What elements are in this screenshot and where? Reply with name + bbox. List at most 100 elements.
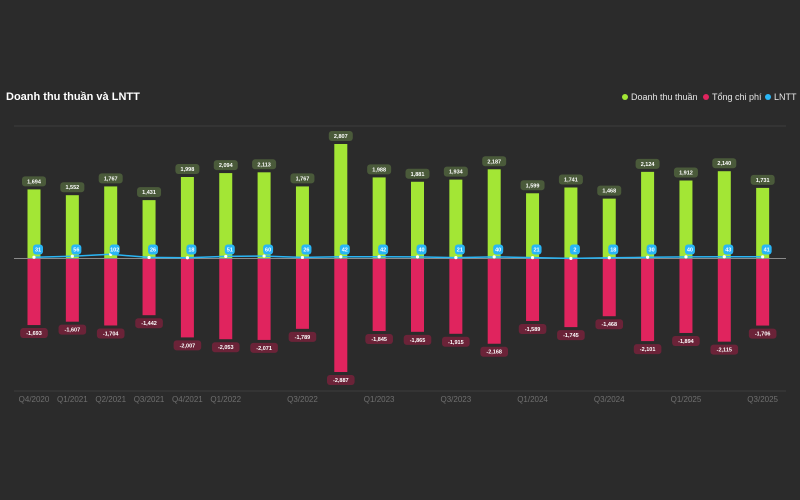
label-lntt-Q2/2022: 60 [263,244,274,255]
label-tong-chi-phi-Q2/2023-text: -1,865 [410,338,426,344]
label-tong-chi-phi-Q1/2023-bg [365,334,393,345]
label-doanh-thu-Q3/2022-bg [290,173,315,184]
label-doanh-thu-Q4/2022: 2,807 [328,131,353,141]
label-doanh-thu-Q1/2024: 1,599 [520,180,545,191]
label-doanh-thu-Q4/2021-text: 1,998 [181,167,195,173]
label-tong-chi-phi-Q3/2022-text: -1,789 [295,335,311,341]
label-doanh-thu-Q3/2025-text: 1,731 [756,178,770,184]
label-tong-chi-phi-Q2/2025: -2,115 [710,344,739,355]
bar-doanh-thu-Q2/2022 [257,172,271,259]
label-tong-chi-phi-Q1/2021: -1,607 [58,324,87,335]
label-tong-chi-phi-Q3/2025: -1,706 [748,328,777,339]
label-doanh-thu-Q2/2025: 2,140 [712,158,737,169]
label-doanh-thu-Q2/2025-bg [712,158,737,169]
label-lntt-Q1/2025: 40 [684,244,695,255]
label-doanh-thu-Q2/2024-text: 1,741 [564,177,578,183]
label-lntt-Q3/2023-text: 21 [457,248,463,254]
label-tong-chi-phi-Q2/2022: -2,071 [250,342,278,353]
bar-doanh-thu-Q3/2021 [142,200,156,259]
label-doanh-thu-Q1/2022: 2,094 [213,160,238,171]
label-tong-chi-phi-Q2/2021: -1,704 [96,328,125,339]
label-lntt-Q2/2024: 2 [569,244,580,255]
label-lntt-Q3/2021-bg [148,244,159,255]
label-tong-chi-phi-Q2/2024: -1,745 [557,330,585,341]
tick-label-Q3/2025: Q3/2025 [747,395,778,404]
point-lntt-Q1/2023 [377,255,381,259]
label-tong-chi-phi-Q2/2025-bg [710,344,739,355]
label-tong-chi-phi-Q3/2021: -1,442 [135,318,163,329]
bar-doanh-thu-Q2/2024 [564,187,578,259]
label-lntt-Q1/2022-text: 51 [227,248,233,254]
bar-doanh-thu-Q2/2025 [717,171,731,259]
bar-tong-chi-phi-Q3/2023 [449,258,463,334]
label-tong-chi-phi-Q4/2022-bg [327,375,355,385]
label-tong-chi-phi-Q1/2023-text: -1,845 [371,337,387,343]
bar-doanh-thu-Q4/2022 [334,144,348,259]
label-lntt-Q3/2023-bg [454,244,465,255]
label-lntt-Q2/2023: 40 [416,244,427,255]
label-lntt-Q3/2024-text: 18 [610,248,616,254]
legend: Doanh thu thuần Tổng chi phí LNTT [622,92,797,102]
label-tong-chi-phi-Q4/2021: -2,007 [173,340,202,351]
label-tong-chi-phi-Q1/2025-bg [672,335,700,346]
bar-doanh-thu-Q1/2025 [679,180,693,259]
label-doanh-thu-Q4/2023-text: 2,187 [487,159,501,165]
tick-label-Q1/2021: Q1/2021 [57,395,88,404]
label-doanh-thu-Q2/2022: 2,113 [252,159,277,170]
label-lntt-Q4/2022-bg [339,244,350,255]
label-doanh-thu-Q3/2024-bg [597,185,622,196]
label-doanh-thu-Q2/2021-bg [98,173,123,184]
label-lntt-Q3/2021: 26 [148,244,159,255]
label-doanh-thu-Q3/2025-bg [750,174,775,185]
label-tong-chi-phi-Q1/2022: -2,053 [211,342,240,353]
bar-tong-chi-phi-Q4/2022 [334,258,348,372]
point-lntt-Q4/2024 [646,255,650,259]
line-lntt [33,253,763,260]
bar-tong-chi-phi-Q1/2023 [372,258,386,332]
label-lntt-Q4/2024-bg [646,244,657,255]
point-lntt-Q2/2025 [722,255,726,259]
point-lntt-Q1/2021 [70,254,74,258]
label-tong-chi-phi-Q4/2021-bg [173,340,202,351]
label-lntt-Q3/2023: 21 [454,244,465,255]
bar-tong-chi-phi-Q2/2023 [411,258,424,332]
label-doanh-thu-Q1/2025: 1,912 [673,167,698,178]
label-lntt-Q1/2021: 56 [71,244,82,255]
bar-doanh-thu-Q3/2022 [295,186,309,259]
label-doanh-thu-Q3/2021: 1,431 [137,187,162,198]
label-tong-chi-phi-Q1/2023: -1,845 [365,334,393,345]
label-doanh-thu-Q3/2021-text: 1,431 [142,190,156,196]
label-doanh-thu-Q2/2022-text: 2,113 [257,162,270,168]
label-lntt-Q3/2022-text: 26 [303,248,309,254]
label-tong-chi-phi-Q3/2024: -1,468 [595,319,624,330]
label-doanh-thu-Q2/2025-text: 2,140 [717,161,731,167]
tick-label-Q4/2020: Q4/2020 [19,395,50,404]
label-doanh-thu-Q2/2024: 1,741 [558,174,583,185]
label-doanh-thu-Q3/2023: 1,934 [443,166,468,177]
bar-tong-chi-phi-Q3/2022 [295,258,309,329]
point-lntt-Q1/2022 [224,254,228,259]
label-doanh-thu-Q1/2024-text: 1,599 [526,183,540,189]
label-lntt-Q1/2023-text: 42 [380,248,386,254]
bar-doanh-thu-Q4/2024 [641,171,655,259]
point-lntt-Q3/2023 [454,256,458,260]
label-lntt-Q3/2022: 26 [301,244,312,255]
label-doanh-thu-Q3/2021-bg [137,187,162,198]
label-doanh-thu-Q1/2021: 1,552 [60,182,85,193]
label-doanh-thu-Q2/2023-text: 1,881 [411,172,425,178]
bar-doanh-thu-Q2/2023 [411,181,424,259]
label-lntt-Q1/2023-bg [378,244,389,255]
label-doanh-thu-Q4/2021: 1,998 [175,163,200,174]
label-doanh-thu-Q1/2025-bg [673,167,698,178]
label-lntt-Q1/2022-bg [224,244,235,255]
label-doanh-thu-Q4/2020-bg [22,176,46,187]
label-tong-chi-phi-Q2/2024-text: -1,745 [563,333,579,339]
point-lntt-Q4/2023 [492,255,496,259]
label-lntt-Q2/2022-bg [263,244,274,255]
label-doanh-thu-Q1/2023-bg [367,164,392,175]
label-doanh-thu-Q1/2023: 1,988 [367,164,392,175]
label-tong-chi-phi-Q1/2021-bg [58,324,87,335]
label-doanh-thu-Q3/2023-bg [443,166,468,177]
legend-marker-lntt [765,94,771,100]
bar-tong-chi-phi-Q2/2021 [104,258,118,326]
